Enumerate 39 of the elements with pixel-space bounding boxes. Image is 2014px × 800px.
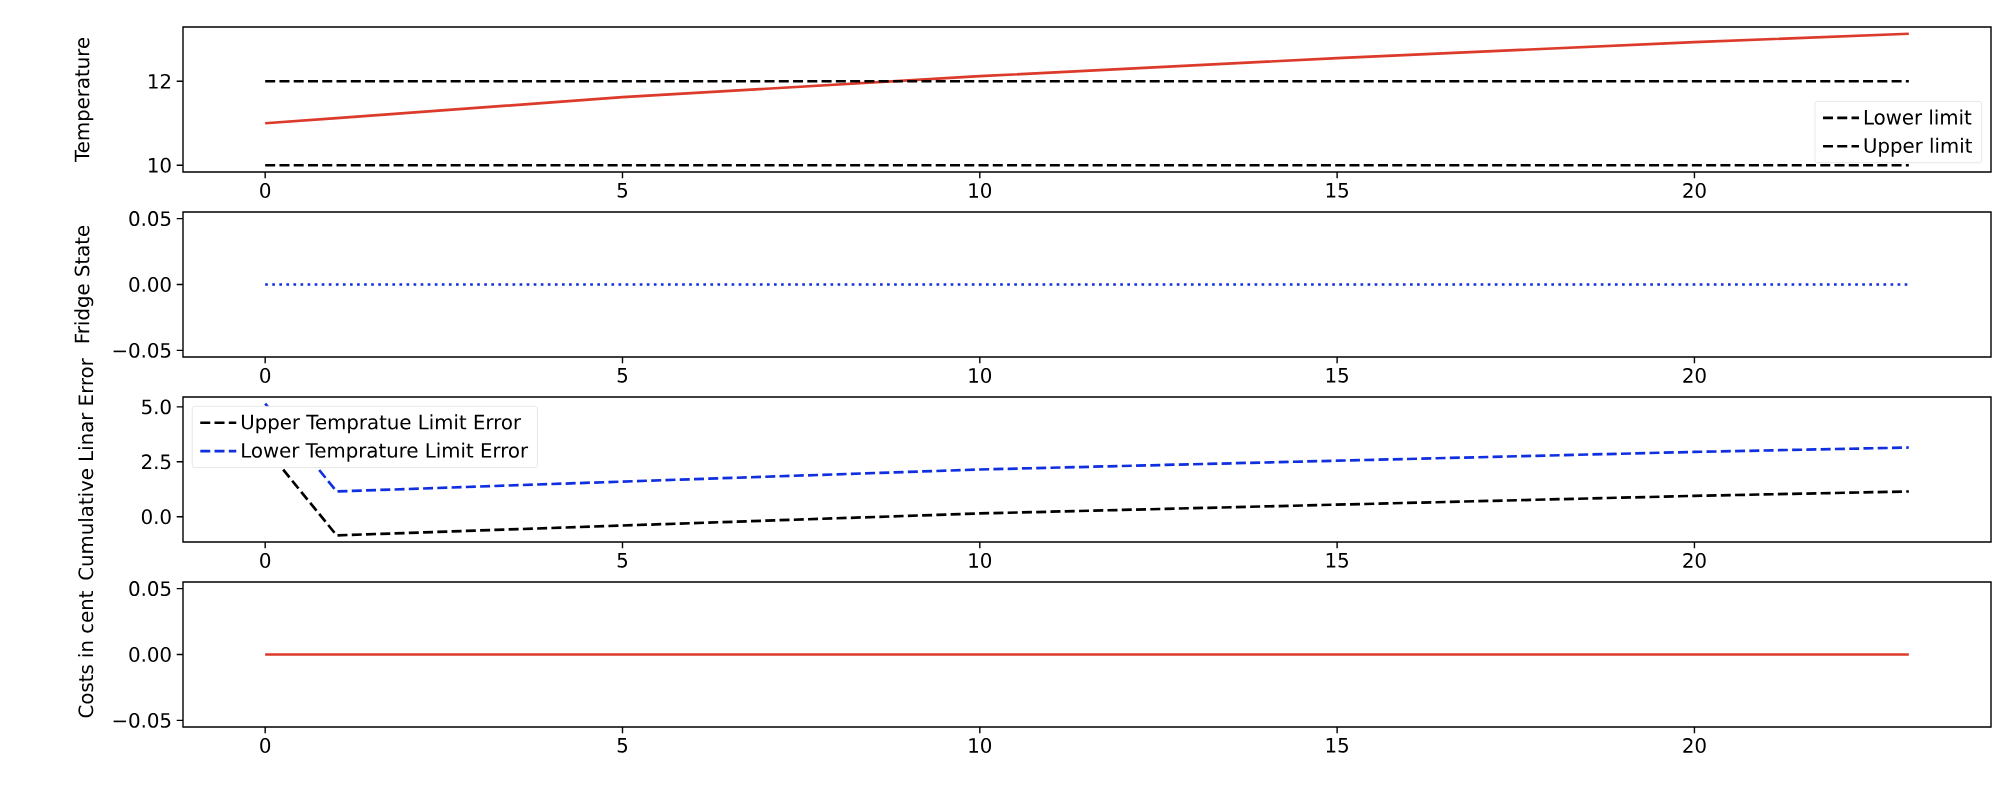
y-tick-label: 5.0 [142,399,171,415]
x-tick-label: 0 [260,182,271,198]
y-axis-title: Fridge State [74,225,94,343]
x-tick-label: 15 [1326,553,1348,568]
y-axis-title: Cumulative Linar Error [78,358,94,580]
x-tick-label: 5 [617,368,628,383]
x-tick-label: 20 [1683,367,1706,383]
y-tick-label: 0.05 [129,211,171,227]
y-axis-title: Temperature [74,38,94,163]
x-tick-label: 15 [1326,368,1348,383]
y-tick-label: 12 [149,73,171,89]
x-tick-label: 0 [260,552,271,568]
x-tick-label: 5 [617,738,628,753]
x-tick-label: 0 [260,738,271,753]
y-tick-label: 10 [149,157,171,173]
y-tick-label: 2.5 [142,454,171,470]
y-axis-title: Costs in cent [78,591,94,718]
x-tick-label: 20 [1683,738,1706,753]
x-tick-label: 10 [969,738,992,753]
legend-label: Upper limit [1864,137,1972,157]
legend-label: Lower Temprature Limit Error [242,442,529,462]
x-tick-label: 20 [1683,552,1706,568]
y-tick-label: 0.05 [129,581,171,597]
x-tick-label: 0 [260,367,271,383]
x-tick-label: 20 [1683,182,1706,198]
legend-label: Lower limit [1864,109,1972,125]
y-tick-label: 0.0 [141,509,171,525]
x-tick-label: 15 [1326,738,1348,753]
y-tick-label: −0.05 [113,342,171,358]
y-tick-label: 0.00 [129,647,171,662]
x-tick-label: 10 [969,552,992,568]
x-tick-label: 5 [617,553,628,568]
x-tick-label: 10 [969,182,992,198]
x-tick-label: 10 [969,367,992,383]
x-tick-label: 5 [617,183,628,198]
y-tick-label: −0.05 [113,712,171,728]
x-tick-label: 15 [1326,183,1348,198]
y-tick-label: 0.00 [129,277,171,292]
legend-label: Upper Tempratue Limit Error [241,414,522,434]
